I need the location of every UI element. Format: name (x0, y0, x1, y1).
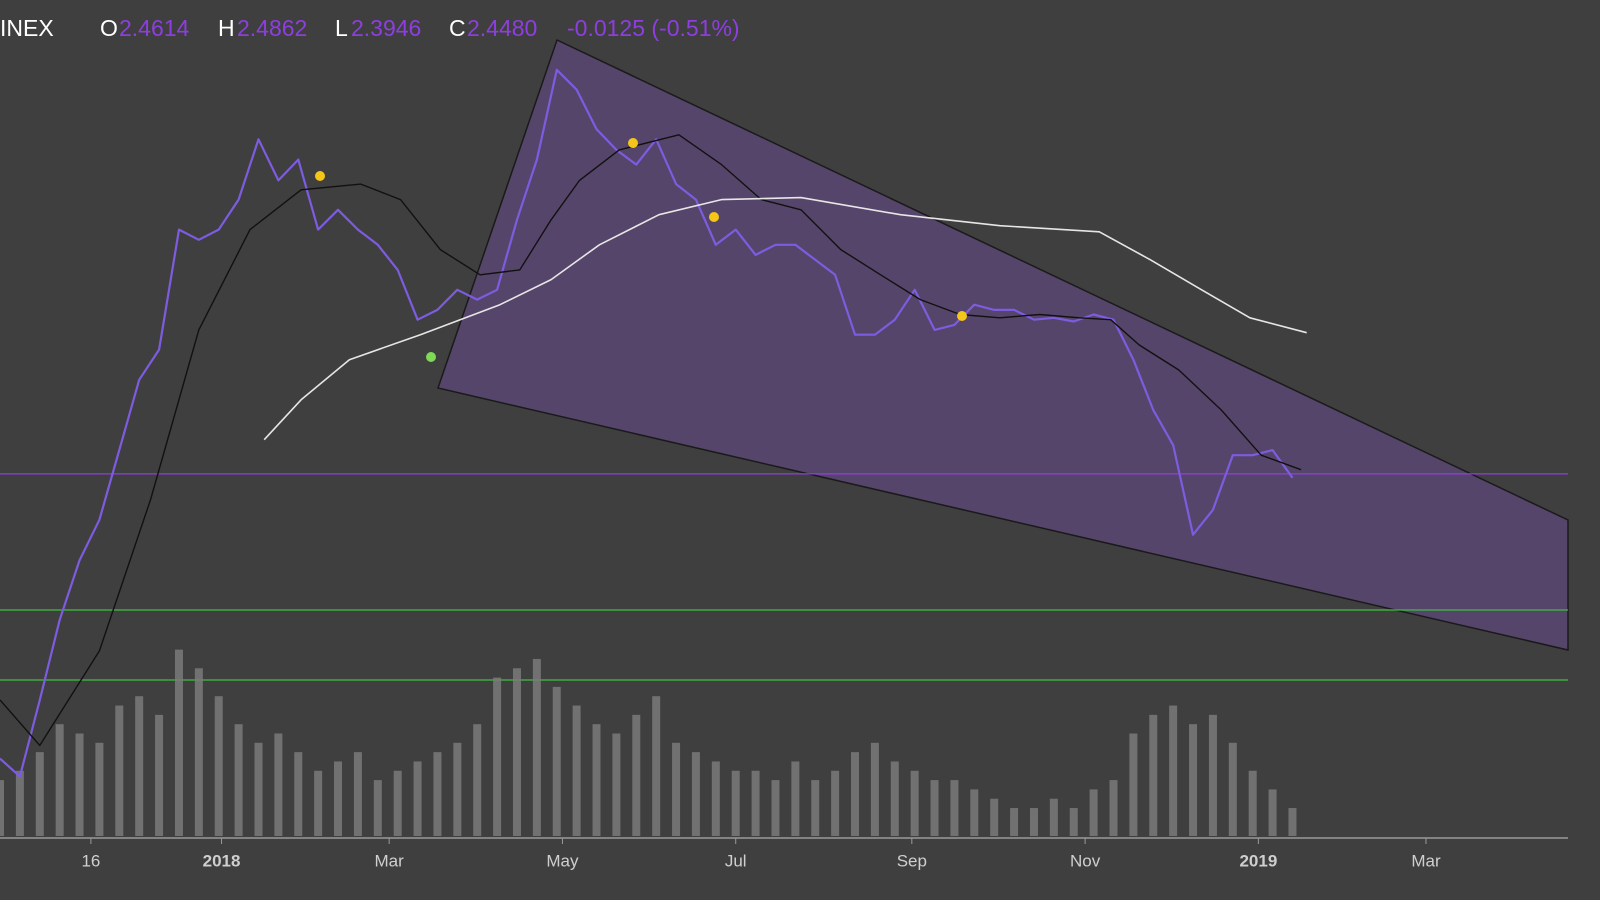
volume-bar (1049, 798, 1058, 836)
volume-bar (1029, 808, 1038, 836)
volume-bar (791, 761, 800, 836)
volume-bar (512, 668, 521, 836)
volume-bar (1089, 789, 1098, 836)
volume-bar (532, 658, 541, 836)
volume-bar (851, 752, 860, 836)
volume-bar (334, 761, 343, 836)
x-tick-label: 2019 (1239, 851, 1277, 870)
symbol: INEX (0, 15, 54, 41)
volume-bar (751, 770, 760, 836)
volume-bar (1189, 724, 1198, 836)
volume-bar (274, 733, 283, 836)
ohlc-label: L (335, 15, 348, 41)
x-tick-label: 16 (81, 851, 100, 870)
x-tick-label: Nov (1070, 851, 1101, 870)
series-line (0, 134, 1302, 747)
volume-bar (413, 761, 422, 836)
ohlc-label: H (218, 15, 235, 41)
volume-bar (831, 770, 840, 836)
volume-bar (55, 724, 64, 836)
volume-bar (194, 668, 203, 836)
x-tick-label: Mar (1411, 851, 1441, 870)
volume-bar (1268, 789, 1277, 836)
volume-bar (75, 733, 84, 836)
volume-bar (234, 724, 243, 836)
volume-bar (950, 780, 959, 836)
x-tick-label: 2018 (203, 851, 241, 870)
volume-bar (870, 742, 879, 836)
volume-bar (990, 798, 999, 836)
volume-bar (0, 780, 4, 836)
ohlc-label: O (100, 15, 118, 41)
volume-bars (0, 649, 1297, 836)
volume-bar (15, 770, 24, 836)
volume-bar (214, 696, 223, 836)
header: INEX O 2.4614 H 2.4862 L 2.3946 C 2.4480… (0, 15, 740, 41)
volume-bar (1129, 733, 1138, 836)
ohlc-value: 2.4614 (119, 15, 190, 41)
x-tick-label: May (546, 851, 579, 870)
series-line (0, 68, 1294, 778)
volume-bar (612, 733, 621, 836)
volume-bar (393, 770, 402, 836)
volume-bar (115, 705, 124, 836)
ohlc-label: C (449, 15, 466, 41)
change: -0.0125 (-0.51%) (567, 15, 740, 41)
volume-bar (1109, 780, 1118, 836)
volume-bar (135, 696, 144, 836)
volume-bar (731, 770, 740, 836)
signal-dot (315, 171, 325, 181)
volume-bar (552, 686, 561, 836)
volume-bar (811, 780, 820, 836)
volume-bar (1149, 714, 1158, 836)
x-tick-label: Sep (897, 851, 927, 870)
volume-bar (890, 761, 899, 836)
volume-bar (592, 724, 601, 836)
price-lines (0, 68, 1568, 778)
volume-bar (1208, 714, 1217, 836)
volume-bar (35, 752, 44, 836)
volume-bar (1248, 770, 1257, 836)
volume-bar (95, 742, 104, 836)
volume-bar (572, 705, 581, 836)
signal-dot (426, 352, 436, 362)
volume-bar (453, 742, 462, 836)
volume-bar (314, 770, 323, 836)
series-line (263, 196, 1307, 441)
volume-bar (632, 714, 641, 836)
volume-bar (473, 724, 482, 836)
x-tick-label: Jul (725, 851, 747, 870)
volume-bar (672, 742, 681, 836)
volume-bar (254, 742, 263, 836)
volume-bar (433, 752, 442, 836)
volume-bar (691, 752, 700, 836)
volume-bar (652, 696, 661, 836)
volume-bar (1288, 808, 1297, 836)
volume-bar (155, 714, 164, 836)
signal-dot (709, 212, 719, 222)
volume-bar (1069, 808, 1078, 836)
volume-bar (493, 677, 502, 836)
x-tick-label: Mar (375, 851, 405, 870)
volume-bar (174, 649, 183, 836)
ohlc-value: 2.4480 (467, 15, 537, 41)
volume-bar (711, 761, 720, 836)
signal-dot (957, 311, 967, 321)
volume-bar (1169, 705, 1178, 836)
volume-bar (353, 752, 362, 836)
wedge-drawing (437, 38, 1569, 651)
volume-bar (910, 770, 919, 836)
volume-bar (1228, 742, 1237, 836)
volume-bar (294, 752, 303, 836)
volume-bar (930, 780, 939, 836)
ohlc-value: 2.4862 (237, 15, 307, 41)
signal-dot (628, 138, 638, 148)
ohlc-value: 2.3946 (351, 15, 421, 41)
volume-bar (970, 789, 979, 836)
volume-bar (1010, 808, 1019, 836)
volume-bar (771, 780, 780, 836)
volume-bar (373, 780, 382, 836)
